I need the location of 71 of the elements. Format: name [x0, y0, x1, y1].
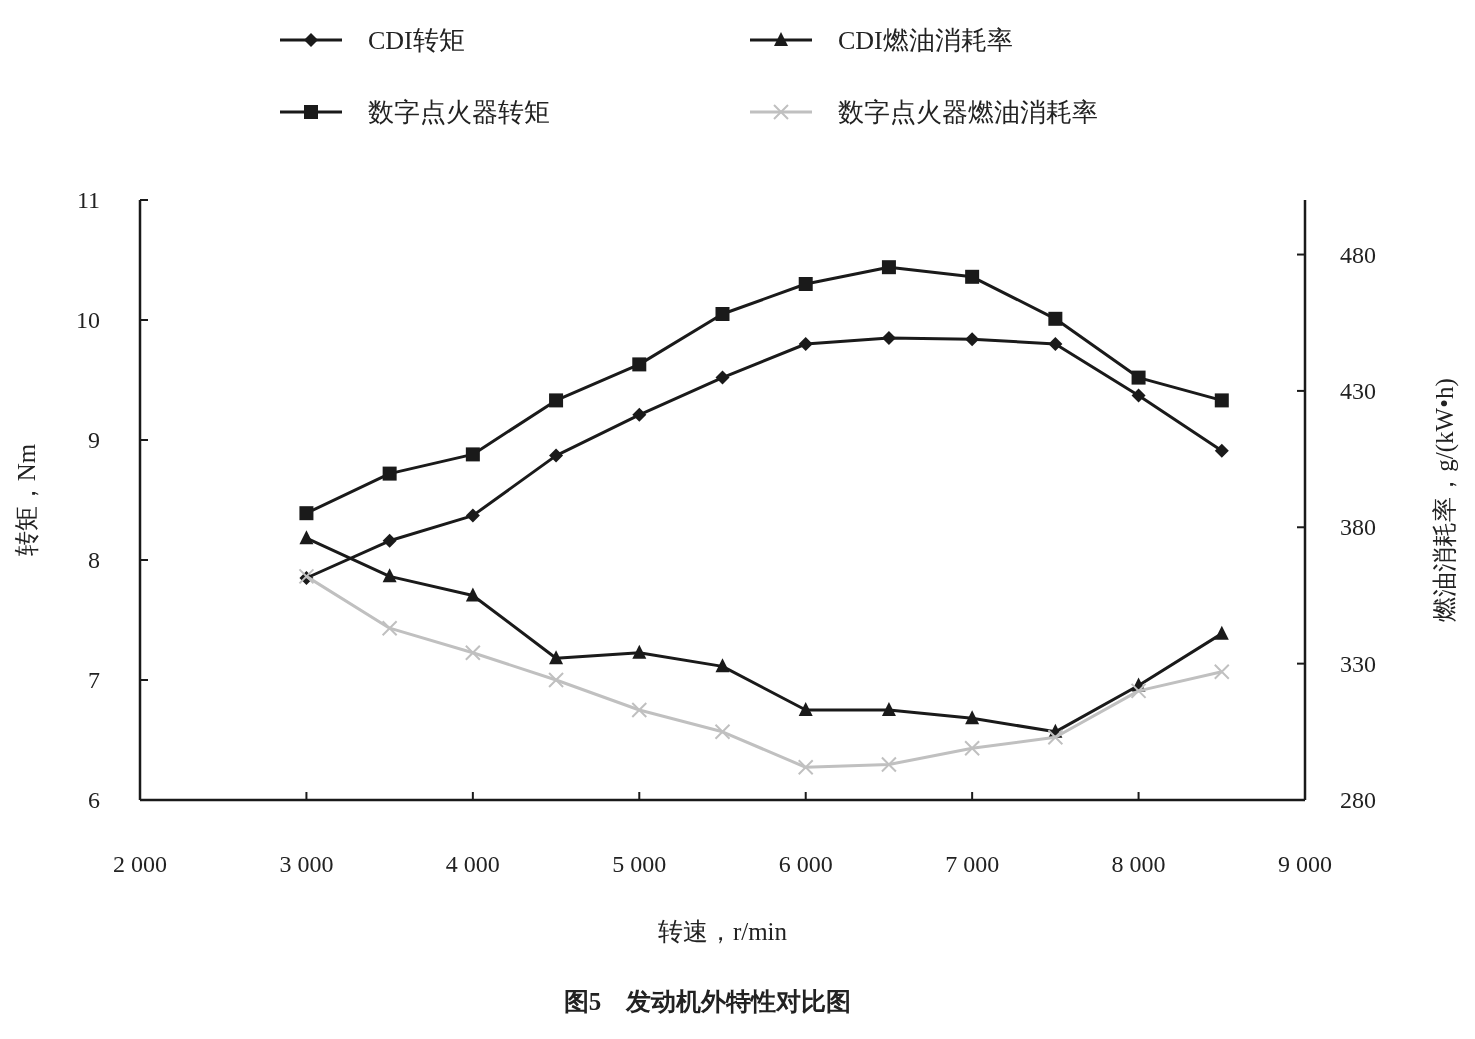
y-tick-label: 9	[88, 427, 100, 453]
point	[382, 466, 397, 481]
point	[1131, 370, 1146, 385]
point	[1131, 388, 1146, 403]
point	[549, 448, 564, 463]
point	[632, 357, 647, 372]
text: 图5 发动机外特性对比图	[563, 988, 852, 1015]
point	[965, 710, 980, 725]
point	[299, 530, 314, 545]
point	[1213, 663, 1230, 680]
point	[797, 759, 814, 776]
y-tick-label: 6	[88, 787, 100, 813]
legend-label: 数字点火器转矩	[368, 98, 550, 127]
point	[715, 370, 730, 385]
point	[382, 568, 397, 583]
x-tick-label: 9 000	[1278, 851, 1332, 877]
point	[549, 650, 564, 665]
point	[465, 447, 480, 462]
point	[1048, 337, 1063, 351]
legend-label: 数字点火器燃油消耗率	[838, 98, 1098, 127]
y-tick-label: 10	[76, 307, 100, 333]
point	[965, 332, 980, 347]
point	[1048, 311, 1063, 326]
point	[1130, 682, 1147, 699]
legend-label: CDI燃油消耗率	[838, 26, 1013, 55]
x-tick-label: 6 000	[778, 851, 833, 877]
y-tick-label: 11	[76, 187, 100, 213]
legend-label: CDI转矩	[368, 26, 465, 55]
y2-tick-label: 480	[1340, 241, 1376, 268]
point	[381, 620, 398, 637]
point	[299, 506, 314, 521]
x-tick-label: 5 000	[612, 851, 667, 877]
x-tick-label: 2 000	[113, 851, 167, 877]
point	[464, 644, 481, 661]
point	[1214, 625, 1229, 640]
point	[632, 644, 647, 659]
y2-tick-label: 330	[1340, 650, 1376, 677]
point	[965, 269, 980, 284]
point	[798, 702, 813, 716]
point	[382, 533, 397, 548]
point	[880, 756, 897, 773]
point	[465, 508, 480, 523]
y2-axis-title: 燃油消耗率，g/(kW•h)	[1431, 378, 1459, 622]
point	[1047, 729, 1064, 746]
point	[798, 277, 813, 291]
point	[798, 337, 813, 351]
point	[465, 587, 480, 602]
point	[964, 740, 981, 757]
x-axis-title: 转速，r/min	[657, 918, 788, 945]
y2-tick-label: 380	[1340, 514, 1376, 541]
point	[715, 307, 730, 321]
point	[549, 393, 564, 408]
point	[715, 658, 730, 673]
point	[714, 723, 731, 740]
point	[548, 672, 565, 688]
x-tick-label: 3 000	[279, 851, 334, 877]
point	[632, 407, 647, 422]
point	[881, 260, 896, 275]
point	[881, 331, 896, 345]
x-tick-label: 7 000	[945, 851, 1000, 877]
y-axis-title: 转矩，Nm	[13, 443, 40, 557]
x-tick-label: 4 000	[445, 851, 500, 877]
point	[631, 702, 648, 718]
y-tick-label: 8	[88, 547, 100, 573]
point	[1214, 443, 1229, 458]
y2-tick-label: 280	[1340, 787, 1376, 813]
y-tick-label: 7	[88, 667, 100, 693]
x-tick-label: 8 000	[1111, 851, 1166, 877]
point	[881, 702, 896, 716]
y2-tick-label: 430	[1340, 377, 1376, 404]
point	[1214, 393, 1229, 408]
